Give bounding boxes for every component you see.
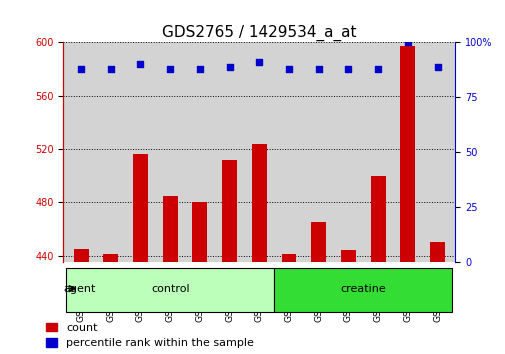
Bar [311,222,326,262]
Point [225,64,233,69]
Bar [163,196,177,262]
Bar [429,242,444,262]
Point [373,66,381,72]
Text: creatine: creatine [340,284,385,294]
Legend: count, percentile rank within the sample: count, percentile rank within the sample [46,322,254,348]
Bar [103,254,118,262]
Bar [192,202,207,262]
Bar [222,160,236,262]
Bar [133,154,147,262]
Point [107,66,115,72]
Point [344,66,352,72]
Point [136,62,144,67]
Bar [399,46,415,262]
Point [255,59,263,65]
Point [314,66,322,72]
Bar [251,144,266,262]
Bar [281,254,296,262]
Point [284,66,292,72]
Bar [74,249,88,262]
FancyBboxPatch shape [274,268,451,313]
Point [77,66,85,72]
Point [433,64,441,69]
Title: GDS2765 / 1429534_a_at: GDS2765 / 1429534_a_at [162,25,356,41]
Point [195,66,204,72]
FancyBboxPatch shape [66,268,274,313]
Bar [370,176,385,262]
Bar [340,250,355,262]
Point [166,66,174,72]
Point [403,40,411,45]
Text: control: control [150,284,189,294]
Text: agent: agent [64,284,96,294]
